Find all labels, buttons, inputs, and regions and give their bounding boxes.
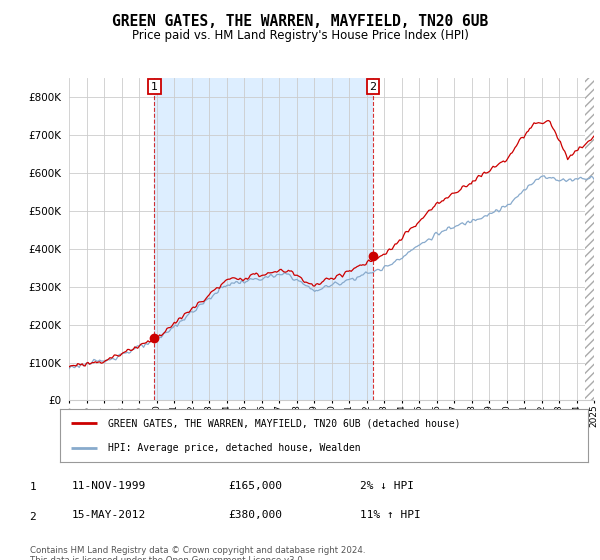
Text: Contains HM Land Registry data © Crown copyright and database right 2024.
This d: Contains HM Land Registry data © Crown c… [30,546,365,560]
Text: 11-NOV-1999: 11-NOV-1999 [72,480,146,491]
Bar [585,78,594,400]
Text: £380,000: £380,000 [228,510,282,520]
Text: 1: 1 [151,82,158,92]
Text: 1: 1 [29,482,37,492]
Bar [154,78,373,400]
Text: GREEN GATES, THE WARREN, MAYFIELD, TN20 6UB (detached house): GREEN GATES, THE WARREN, MAYFIELD, TN20 … [107,418,460,428]
Text: 2: 2 [370,82,377,92]
Text: 11% ↑ HPI: 11% ↑ HPI [360,510,421,520]
Text: GREEN GATES, THE WARREN, MAYFIELD, TN20 6UB: GREEN GATES, THE WARREN, MAYFIELD, TN20 … [112,14,488,29]
Text: 2: 2 [29,512,37,522]
Text: £165,000: £165,000 [228,480,282,491]
Text: HPI: Average price, detached house, Wealden: HPI: Average price, detached house, Weal… [107,442,360,452]
Text: 2% ↓ HPI: 2% ↓ HPI [360,480,414,491]
Text: Price paid vs. HM Land Registry's House Price Index (HPI): Price paid vs. HM Land Registry's House … [131,29,469,42]
Text: 15-MAY-2012: 15-MAY-2012 [72,510,146,520]
